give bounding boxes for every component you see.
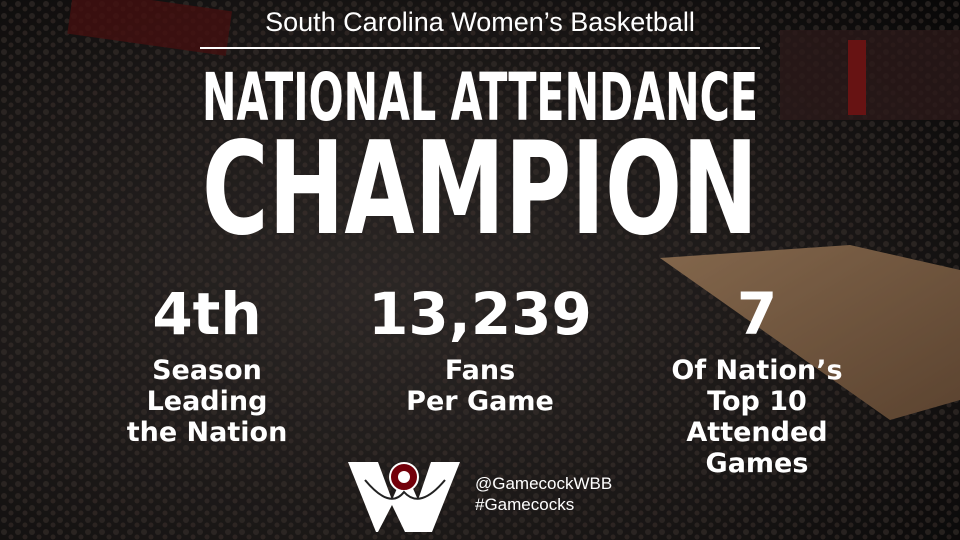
stat-label: Top 10 [707,386,807,417]
title-line: CHAMPION [202,115,758,264]
handle: #Gamecocks [475,495,574,514]
stat-label: Season [152,355,262,386]
title-line: NATIONAL ATTENDANCE [202,59,758,136]
subtitle: South Carolina Women’s Basketball [265,7,695,37]
stat-value: 13,239 [368,280,592,348]
stat-label: Games [706,448,809,479]
stat-label: the Nation [127,417,288,448]
stat-label: Of Nation’s [671,355,842,386]
stat-label: Per Game [406,386,554,417]
scoreboard-panel [848,40,866,115]
handle: @GamecockWBB [475,474,612,493]
stat-value: 7 [737,280,777,348]
scoreboard [780,30,960,120]
stat-value: 4th [152,280,261,348]
stat-label: Attended [686,417,827,448]
stat-label: Leading [147,386,268,417]
banner [67,0,233,56]
court [660,245,960,420]
stat-label: Fans [445,355,515,386]
logo [348,462,460,532]
